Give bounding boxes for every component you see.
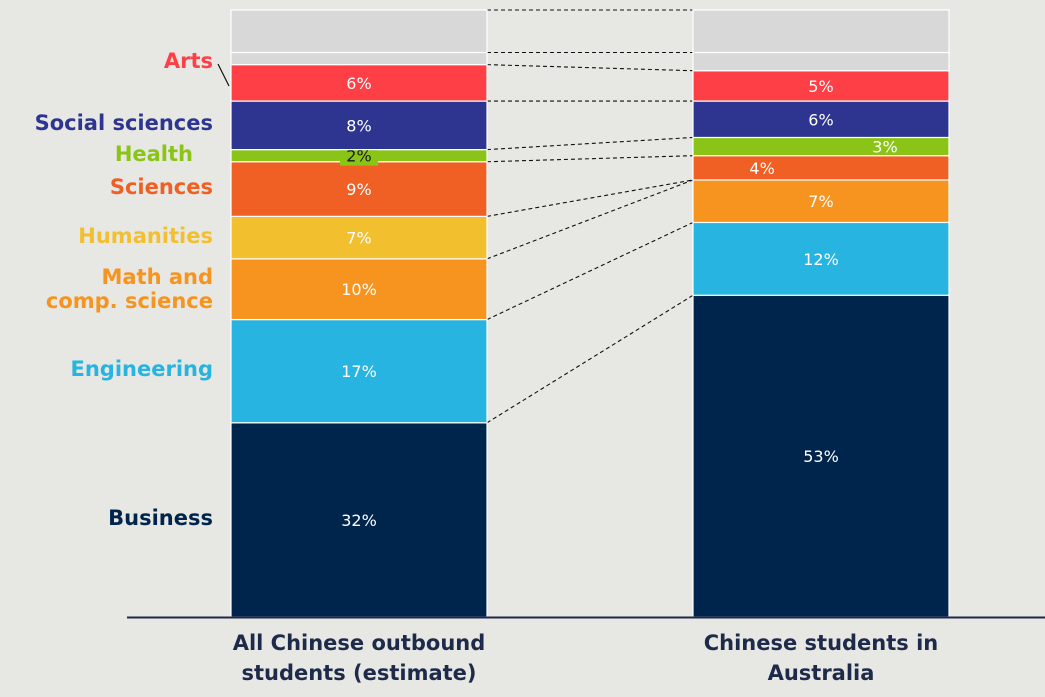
data-label-bg-health — [340, 145, 378, 166]
data-label-health-col1: 2% — [346, 147, 371, 166]
connector-line — [486, 136, 694, 151]
connector-line — [486, 179, 694, 217]
column-label-2: Chinese students in Australia — [703, 631, 939, 685]
connector-line — [486, 179, 694, 260]
bar-segment-arts-col2 — [692, 70, 950, 102]
category-label-business: Business — [108, 505, 213, 530]
data-label-sciences-col2: 4% — [749, 159, 774, 178]
category-label-engineering: Engineering — [70, 357, 214, 382]
data-label-math-and-comp-science-col2: 7% — [808, 192, 833, 211]
data-label-business-col2: 53% — [803, 447, 839, 466]
bar-segment-other-col2 — [692, 9, 950, 54]
category-label-math: Math and comp. science — [45, 265, 213, 314]
bar-segment-business-col2 — [692, 294, 950, 618]
category-label-social: Social sciences — [34, 111, 213, 136]
bar-segment-other-col1 — [230, 9, 488, 54]
category-label-arts: Arts — [163, 48, 213, 73]
data-label-arts-col1: 6% — [346, 74, 371, 93]
connector-line — [486, 221, 694, 321]
bar-segment-health-col2 — [692, 136, 950, 157]
bar-segment-arts-col1 — [230, 64, 488, 102]
category-label-sciences: Sciences — [109, 175, 213, 200]
bar-segment-social-sciences-col1 — [230, 100, 488, 151]
bar-segment-engineering-col2 — [692, 221, 950, 296]
data-label-humanities-col1: 7% — [346, 229, 371, 248]
data-label-math-and-comp-science-col1: 10% — [341, 280, 377, 299]
data-label-sciences-col1: 9% — [346, 180, 371, 199]
data-label-arts-col2: 5% — [808, 77, 833, 96]
column-label-1: All Chinese outbound students (estimate) — [232, 631, 486, 685]
data-label-business-col1: 32% — [341, 511, 377, 530]
bar-segment-other-col2 — [692, 51, 950, 72]
arts-leader-line — [217, 63, 230, 87]
bar-segment-social-sciences-col2 — [692, 100, 950, 139]
data-label-health-col2: 3% — [872, 138, 897, 157]
connector-line — [486, 155, 694, 163]
data-label-engineering-col1: 17% — [341, 362, 377, 381]
connector-line — [486, 294, 694, 424]
bar-segment-math-and-comp-science-col2 — [692, 179, 950, 224]
bar-segment-sciences-col2 — [692, 155, 950, 181]
data-label-social-sciences-col2: 6% — [808, 110, 833, 129]
connector-line — [486, 64, 694, 72]
bar-segment-sciences-col1 — [230, 161, 488, 217]
category-label-humanities: Humanities — [78, 223, 213, 248]
bar-segment-humanities-col1 — [230, 215, 488, 260]
bar-segment-engineering-col1 — [230, 318, 488, 424]
category-label-health: Health — [114, 141, 193, 166]
data-label-engineering-col2: 12% — [803, 250, 839, 269]
data-label-social-sciences-col1: 8% — [346, 116, 371, 135]
bar-segment-other-col1 — [230, 51, 488, 66]
